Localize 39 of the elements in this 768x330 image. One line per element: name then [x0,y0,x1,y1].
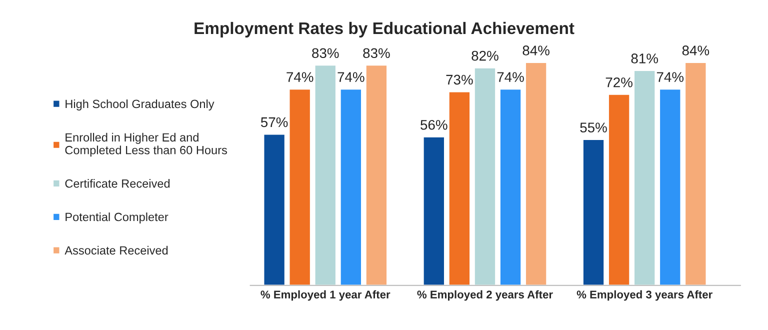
data-label: 55% [580,122,607,132]
data-label: 74% [497,72,524,82]
x-tick-label: % Employed 1 year After [260,290,390,301]
data-label: 82% [472,50,498,61]
bar [288,88,312,286]
bar [608,93,631,286]
legend-label: High School Graduates Only [66,99,214,110]
bar [474,66,496,286]
bar [364,64,388,286]
bar [448,90,471,286]
data-label: 81% [631,54,658,64]
bar [262,133,286,286]
data-label: 72% [606,77,632,88]
data-label: 83% [312,48,339,58]
legend-label: Certificate Received [65,179,170,188]
legend-label: Potential Completer [66,212,168,224]
data-label: 74% [338,72,364,82]
bar [658,88,682,286]
legend-label: Enrolled in Higher Ed and Completed Less than 60 Hours [65,132,227,157]
data-label: 84% [682,46,710,56]
bar [422,136,446,286]
bar [499,88,522,286]
bar [582,138,605,286]
bar [314,64,337,286]
bar [339,88,362,286]
x-tick-label: % Employed 2 years After [417,290,553,301]
data-label: 56% [420,120,448,130]
legend-label: Associate Received [64,246,168,255]
data-label: 57% [260,117,288,128]
data-label: 73% [446,74,473,85]
bar [524,62,548,286]
data-label: 83% [363,48,390,58]
bar [684,62,708,286]
x-tick-label: % Employed 3 years After [576,290,712,301]
data-label: 74% [286,72,314,82]
chart-title: Employment Rates by Educational Achievement [194,22,574,38]
bar [633,70,656,286]
data-label: 84% [522,46,550,56]
data-label: 74% [656,72,684,82]
